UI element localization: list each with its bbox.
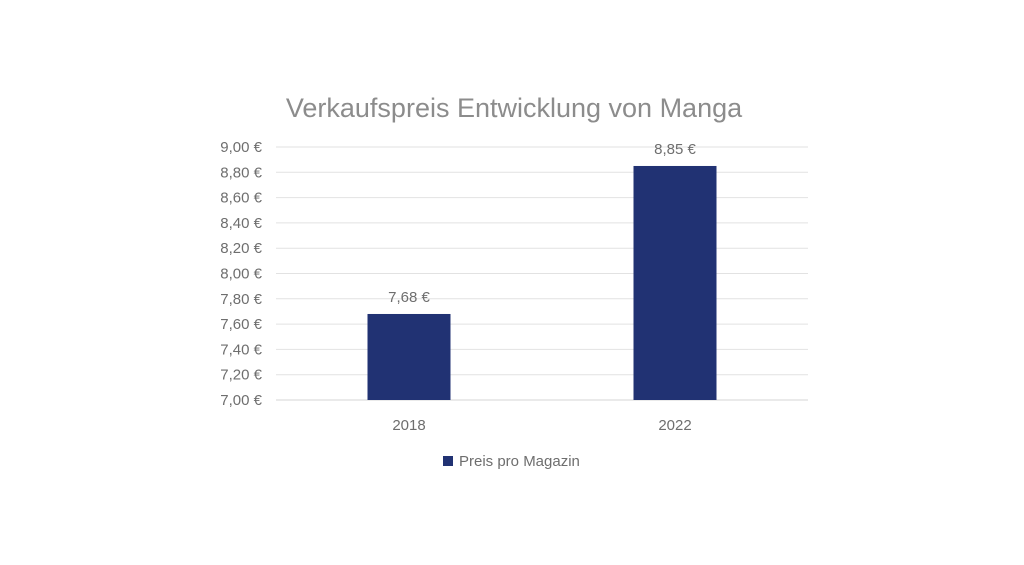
- legend: Preis pro Magazin: [443, 453, 580, 470]
- data-label-2022: 8,85 €: [654, 141, 696, 158]
- bar-2022: [633, 165, 717, 400]
- x-axis-ticks: 2018 2022: [392, 417, 691, 434]
- legend-swatch: [443, 456, 453, 466]
- y-tick-label: 7,40 €: [220, 341, 262, 358]
- y-tick-label: 8,80 €: [220, 164, 262, 181]
- gridlines: [276, 146, 808, 401]
- y-tick-label: 7,80 €: [220, 291, 262, 308]
- data-labels: 7,68 € 8,85 €: [388, 141, 696, 306]
- bar-2018: [367, 313, 451, 400]
- x-tick-label: 2022: [658, 417, 691, 434]
- legend-label: Preis pro Magazin: [459, 453, 580, 470]
- bars: [367, 165, 717, 400]
- y-tick-label: 8,60 €: [220, 190, 262, 207]
- chart-title: Verkaufspreis Entwicklung von Manga: [286, 93, 743, 123]
- y-tick-label: 8,00 €: [220, 266, 262, 283]
- x-tick-label: 2018: [392, 417, 425, 434]
- y-tick-label: 8,20 €: [220, 240, 262, 257]
- y-tick-label: 8,40 €: [220, 215, 262, 232]
- y-tick-label: 7,00 €: [220, 392, 262, 409]
- y-tick-label: 7,20 €: [220, 367, 262, 384]
- y-axis-ticks: 7,00 € 7,20 € 7,40 € 7,60 € 7,80 € 8,00 € 8,20…: [220, 139, 262, 409]
- data-label-2018: 7,68 €: [388, 289, 430, 306]
- y-tick-label: 9,00 €: [220, 139, 262, 156]
- y-tick-label: 7,60 €: [220, 316, 262, 333]
